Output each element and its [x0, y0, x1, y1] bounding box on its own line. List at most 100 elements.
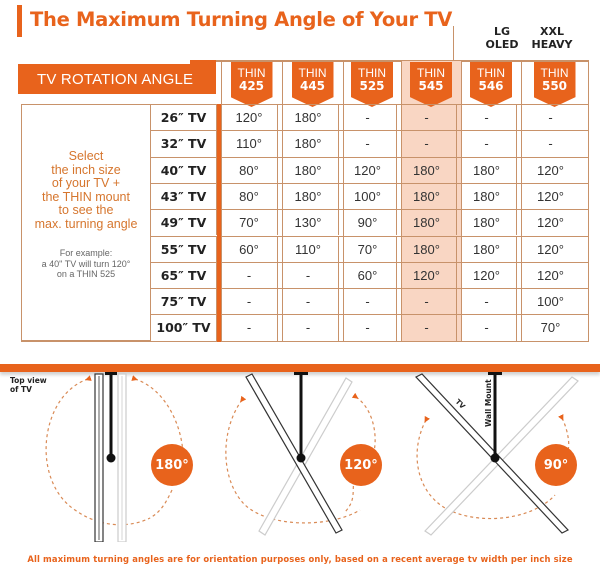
table-row: 75″ TV - - - - -100°	[151, 288, 589, 315]
table-row: 32″ TV 110° 180° - - - -	[151, 130, 589, 157]
tv-size-label: 40″ TV	[151, 157, 217, 183]
angle-cell: 180°	[397, 210, 457, 236]
column-header-series: THIN	[237, 66, 266, 80]
rotation-banner-tab	[190, 60, 216, 66]
angle-cell: 180°	[397, 236, 457, 262]
tv-size-label: 100″ TV	[151, 315, 217, 341]
table-row: 65″ TV - -60° 120° 120° 120°	[151, 261, 589, 289]
page-title: The Maximum Turning Angle of Your TV	[30, 8, 453, 31]
table-row: 26″ TV 120° 180° - - - -	[151, 104, 589, 131]
angle-cell: -	[457, 315, 517, 341]
tv-size-label: 43″ TV	[151, 183, 217, 210]
angle-cell: 180°	[397, 157, 457, 183]
column-header-model: 425	[238, 79, 265, 93]
group-label-lg-oled: LG OLED	[482, 25, 522, 51]
angle-cell: 180°	[278, 105, 339, 131]
top-view-line: Top view	[10, 376, 47, 385]
example-line: For example:	[59, 248, 113, 258]
group-label-line: HEAVY	[531, 38, 573, 51]
angle-cell: 120°	[537, 267, 564, 283]
column-header-model: 525	[359, 79, 385, 93]
tv-size-label: 26″ TV	[151, 105, 217, 131]
instructions-text: Select the inch size of your TV + the TH…	[21, 149, 151, 231]
angle-cell: -	[339, 289, 397, 315]
angle-cell: -	[457, 131, 517, 157]
angle-cell: -	[457, 289, 517, 315]
angle-cell: 120°	[397, 262, 457, 289]
angle-cell: -	[221, 262, 278, 289]
diagram-180	[45, 372, 184, 542]
diagram-90: TV Wall Mount	[415, 372, 579, 536]
group-label-line: OLED	[485, 38, 519, 51]
angle-cell: 70°	[221, 210, 278, 236]
column-header-model: 546	[478, 79, 504, 93]
angle-cell: -	[397, 105, 457, 131]
angle-cell: 90°	[339, 210, 397, 236]
angle-cell: 180°	[457, 210, 517, 236]
angle-cell: -	[278, 289, 339, 315]
column-divider	[343, 61, 344, 341]
instructions-box	[21, 104, 151, 341]
tv-size-label: 65″ TV	[151, 262, 217, 289]
column-header-thin-445: THIN 445	[291, 62, 334, 107]
table-row: 40″ TV 80° 180° 120° 180° 180° 120°	[151, 156, 589, 183]
instruction-line: of your TV +	[51, 176, 121, 190]
instruction-line: Select	[68, 149, 104, 163]
top-view-line: of TV	[10, 384, 32, 394]
angle-cell: -	[548, 110, 553, 125]
angle-cell: 180°	[278, 157, 339, 183]
column-header-series: THIN	[417, 66, 445, 80]
table-accent-divider	[217, 104, 221, 342]
tv-size-label: 75″ TV	[151, 289, 217, 315]
tv-size-label: 49″ TV	[151, 210, 217, 236]
angle-cell: 120°	[339, 157, 397, 183]
angle-cell: -	[397, 315, 457, 341]
column-divider	[282, 61, 283, 341]
angle-cell: 100°	[339, 183, 397, 210]
angle-cell: 120°	[221, 105, 278, 131]
title-accent-bar	[17, 5, 22, 37]
angle-cell: -	[221, 315, 278, 341]
angle-cell: 180°	[278, 183, 339, 210]
angle-cell: -	[339, 315, 397, 341]
angle-cell: -	[339, 131, 397, 157]
column-header-thin-545: THIN 545	[410, 62, 452, 107]
angle-cell: 60°	[339, 262, 397, 289]
angle-cell: -	[397, 289, 457, 315]
angle-cell: 100°	[537, 294, 564, 310]
angle-badge-90: 90°	[535, 444, 577, 486]
angle-cell: 180°	[278, 131, 339, 157]
example-text: For example: a 40" TV will turn 120° on …	[21, 248, 151, 280]
group-label-line: LG	[493, 25, 511, 38]
footer-disclaimer: All maximum turning angles are for orien…	[27, 554, 573, 564]
tv-size-label: 55″ TV	[151, 236, 217, 262]
angle-cell: -	[339, 105, 397, 131]
angle-cell: 180°	[457, 183, 517, 210]
angle-cell: -	[397, 131, 457, 157]
instruction-line: to see the	[58, 203, 114, 217]
angle-cell: 110°	[278, 236, 339, 262]
column-header-model: 545	[418, 79, 444, 93]
angle-cell: 120°	[537, 241, 564, 257]
tv-size-label: 32″ TV	[151, 131, 217, 157]
column-header-thin-550: THIN 550	[533, 62, 576, 107]
column-header-model: 550	[541, 79, 568, 93]
example-line: a 40" TV will turn 120°	[41, 258, 131, 269]
column-divider	[221, 61, 222, 341]
angle-cell: -	[457, 105, 517, 131]
diagram-120	[225, 372, 376, 536]
wall	[0, 364, 600, 372]
angle-cell: 180°	[397, 183, 457, 210]
column-header-series: THIN	[358, 66, 386, 80]
rotation-diagrams: TV Wall Mount	[45, 372, 579, 542]
angle-cell: 70°	[339, 236, 397, 262]
rotation-angle-banner: TV ROTATION ANGLE	[18, 64, 216, 94]
angle-cell: 80°	[221, 157, 278, 183]
angle-cell: 120°	[537, 188, 564, 204]
column-header-series: THIN	[477, 66, 505, 80]
column-header-thin-525: THIN 525	[351, 62, 393, 107]
angle-cell: 120°	[537, 162, 564, 178]
column-divider	[401, 61, 402, 341]
angle-badge-120: 120°	[340, 444, 382, 486]
column-header-thin-425: THIN 425	[230, 62, 273, 107]
